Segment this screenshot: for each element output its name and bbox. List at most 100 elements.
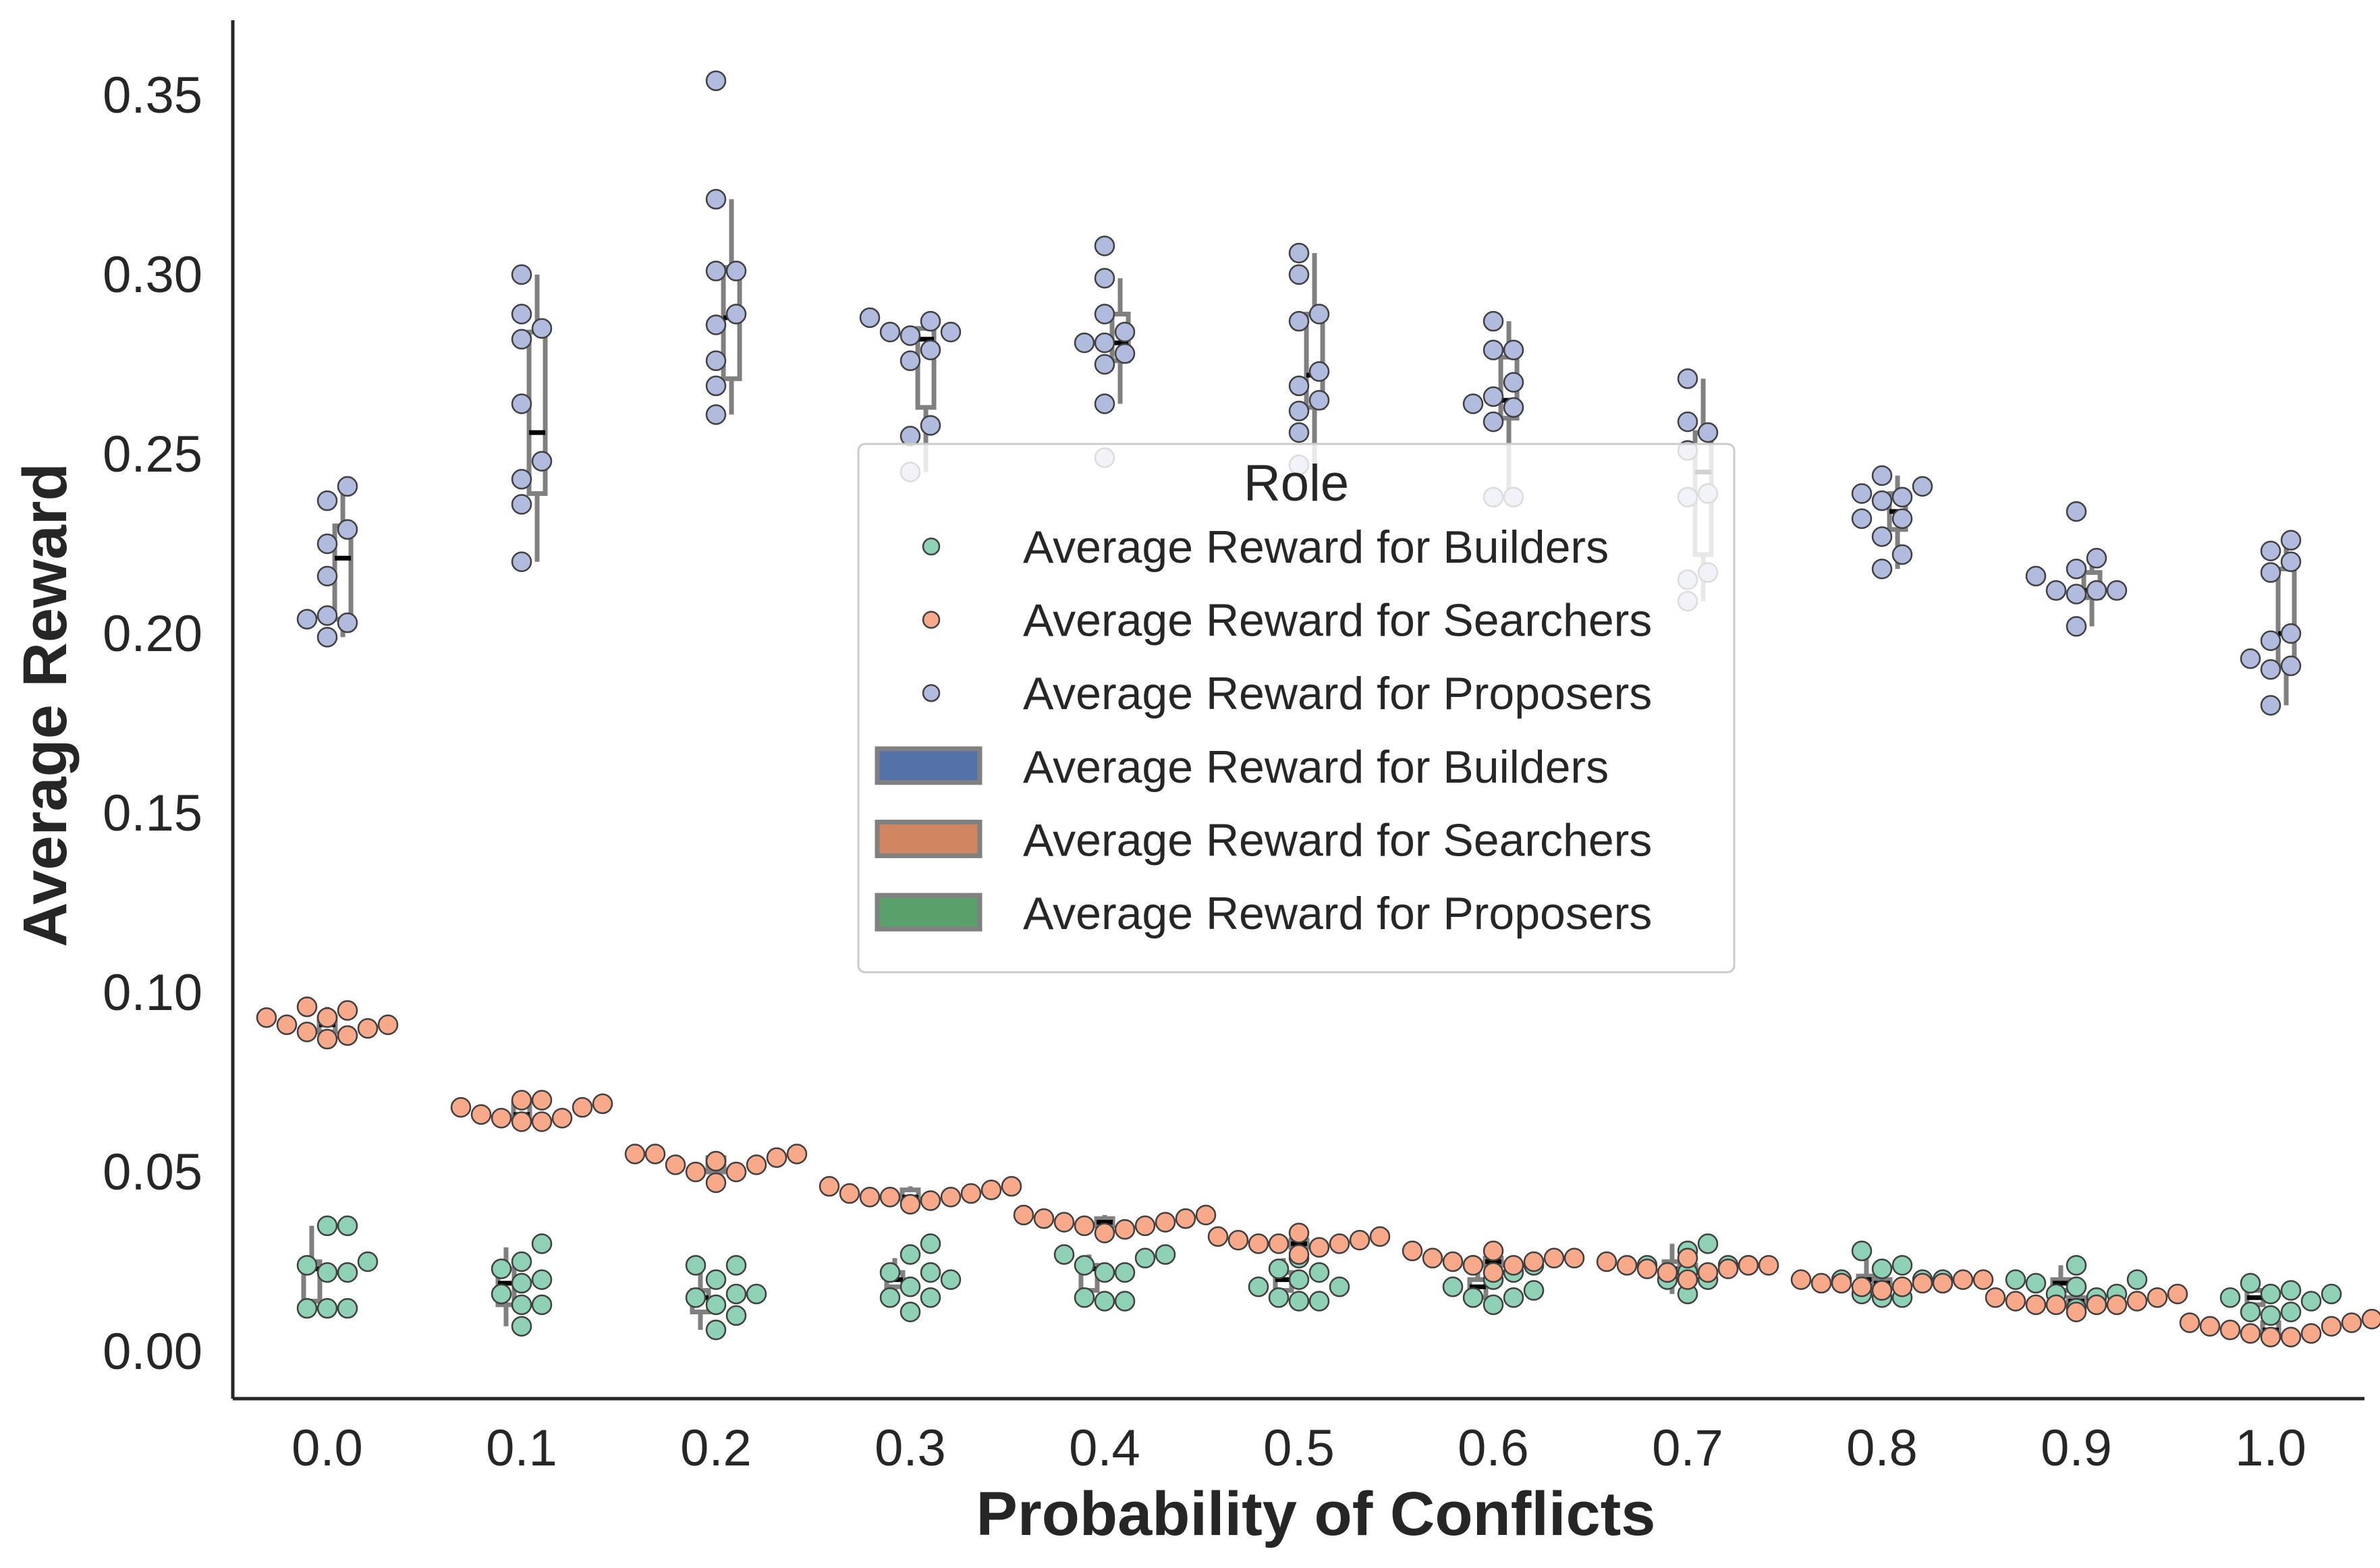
proposers-point bbox=[1912, 476, 1933, 497]
proposers-point bbox=[2260, 630, 2281, 651]
searchers-point bbox=[980, 1179, 1002, 1200]
builders-point bbox=[1268, 1287, 1290, 1308]
y-tick-label: 0.35 bbox=[103, 67, 202, 124]
y-tick-label: 0.05 bbox=[103, 1144, 202, 1201]
searchers-point bbox=[1195, 1204, 1217, 1226]
searchers-point bbox=[1462, 1255, 1484, 1276]
proposers-point bbox=[705, 70, 727, 91]
proposers-point bbox=[2106, 580, 2128, 601]
searchers-point bbox=[665, 1154, 686, 1175]
builders-point bbox=[2300, 1291, 2322, 1312]
legend-title: Role bbox=[1244, 455, 1349, 512]
y-tick-label: 0.10 bbox=[103, 964, 202, 1021]
builders-point bbox=[1442, 1276, 1464, 1297]
searchers-point bbox=[1952, 1269, 1974, 1290]
proposers-point bbox=[2025, 565, 2047, 587]
searchers-point bbox=[1697, 1262, 1719, 1283]
builders-point bbox=[725, 1283, 747, 1305]
proposers-point bbox=[511, 304, 532, 325]
proposers-point bbox=[1074, 332, 1095, 354]
x-tick-labels: 0.0 0.1 0.2 0.3 0.4 0.5 0.6 0.7 0.8 0.9 1.0 bbox=[292, 1420, 2306, 1477]
searchers-point bbox=[1677, 1269, 1698, 1290]
proposers-point bbox=[900, 350, 921, 371]
builders-point bbox=[337, 1262, 358, 1283]
searchers-point bbox=[1790, 1269, 1812, 1290]
y-axis-title: Average Reward bbox=[11, 463, 80, 947]
builders-point bbox=[491, 1258, 512, 1279]
searchers-point bbox=[1563, 1248, 1585, 1268]
legend-label: Average Reward for Searchers bbox=[1023, 814, 1652, 866]
legend-swatch bbox=[875, 819, 983, 858]
searchers-point bbox=[470, 1104, 492, 1125]
proposers-point bbox=[725, 304, 747, 325]
legend-swatch bbox=[875, 893, 983, 932]
searchers-point bbox=[1543, 1248, 1565, 1268]
searchers-point bbox=[316, 1028, 338, 1050]
proposers-point bbox=[1871, 490, 1893, 511]
searchers-point bbox=[940, 1186, 962, 1208]
proposers-point bbox=[2260, 659, 2281, 680]
proposers-point bbox=[920, 339, 941, 360]
proposers-point bbox=[920, 310, 941, 332]
proposers-point bbox=[531, 318, 553, 339]
searchers-point bbox=[1329, 1233, 1350, 1254]
proposers-point bbox=[2260, 562, 2281, 583]
builders-point bbox=[1483, 1294, 1504, 1316]
proposers-point bbox=[2086, 580, 2107, 601]
proposers-point bbox=[1677, 368, 1698, 389]
proposers-point bbox=[1094, 304, 1115, 325]
searchers-point bbox=[1985, 1287, 2006, 1308]
builders-point bbox=[337, 1297, 358, 1319]
builders-point bbox=[705, 1294, 727, 1316]
builders-point bbox=[337, 1215, 358, 1237]
searchers-point bbox=[337, 1000, 358, 1021]
proposers-point bbox=[1851, 483, 1873, 504]
searchers-point bbox=[859, 1186, 881, 1208]
builders-point bbox=[746, 1283, 767, 1305]
searchers-point bbox=[1616, 1255, 1638, 1276]
legend-label: Average Reward for Proposers bbox=[1023, 668, 1652, 719]
searchers-point bbox=[1483, 1262, 1504, 1283]
builders-point bbox=[1134, 1248, 1156, 1268]
searchers-point bbox=[1074, 1215, 1095, 1237]
y-tick-labels: 0.00 0.05 0.10 0.15 0.20 0.25 0.30 0.35 bbox=[103, 67, 202, 1380]
y-tick-label: 0.15 bbox=[103, 785, 202, 842]
proposers-point bbox=[2280, 551, 2302, 572]
proposers-point bbox=[1288, 422, 1310, 443]
searchers-point bbox=[1932, 1272, 1954, 1294]
builders-point bbox=[2066, 1255, 2087, 1276]
x-tick-label: 1.0 bbox=[2235, 1420, 2306, 1477]
searchers-point bbox=[1851, 1276, 1873, 1297]
searchers-point bbox=[2147, 1287, 2168, 1308]
legend-frame bbox=[857, 443, 1736, 974]
proposers-point bbox=[1308, 389, 1330, 411]
searchers-point bbox=[1442, 1251, 1464, 1272]
searchers-point bbox=[1369, 1226, 1391, 1248]
searchers-point bbox=[511, 1111, 532, 1132]
x-tick-label: 0.8 bbox=[1846, 1420, 1918, 1477]
proposers-point bbox=[705, 314, 727, 335]
builders-point bbox=[900, 1301, 921, 1322]
proposers-point bbox=[920, 415, 941, 436]
searchers-point bbox=[2005, 1291, 2026, 1312]
searchers-point bbox=[1001, 1176, 1022, 1197]
searchers-point bbox=[296, 1021, 318, 1042]
proposers-point bbox=[1851, 508, 1873, 530]
searchers-point bbox=[1422, 1248, 1443, 1268]
proposers-point bbox=[511, 551, 532, 572]
proposers-point bbox=[511, 329, 532, 350]
proposers-point bbox=[1094, 332, 1115, 354]
legend-marker bbox=[922, 537, 941, 556]
searchers-point bbox=[1717, 1258, 1739, 1279]
searchers-point bbox=[592, 1093, 613, 1115]
x-tick-label: 0.6 bbox=[1458, 1420, 1529, 1477]
proposers-point bbox=[511, 468, 532, 490]
proposers-point bbox=[2280, 530, 2302, 551]
builders-point bbox=[705, 1319, 727, 1341]
searchers-point bbox=[1288, 1244, 1310, 1265]
proposers-point bbox=[1503, 339, 1524, 360]
builders-point bbox=[2126, 1269, 2148, 1290]
proposers-point bbox=[2066, 584, 2087, 605]
builders-point bbox=[920, 1262, 941, 1283]
proposers-point bbox=[1483, 386, 1504, 408]
